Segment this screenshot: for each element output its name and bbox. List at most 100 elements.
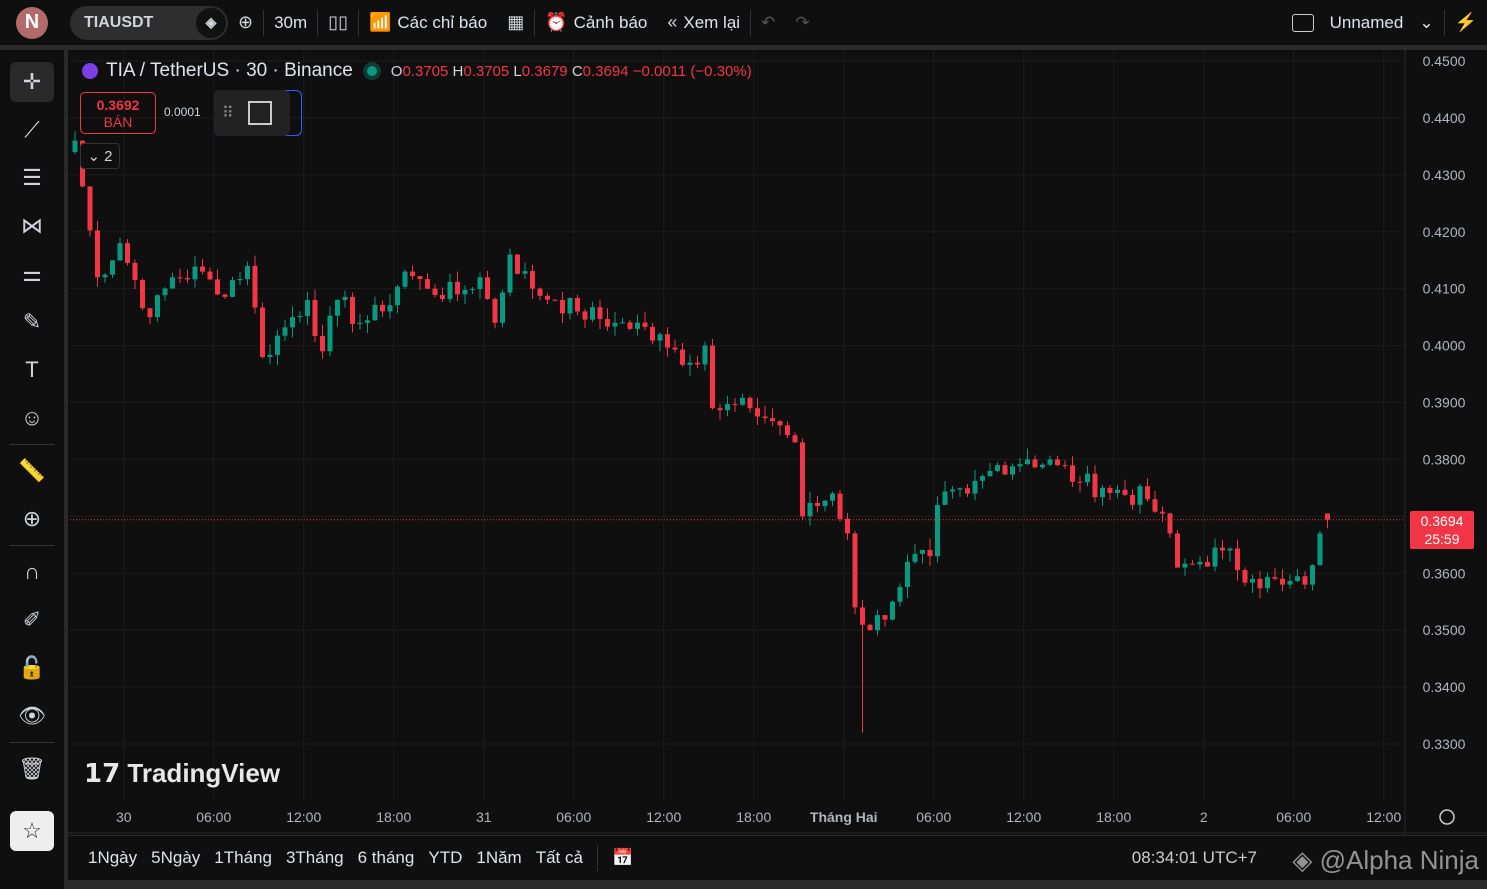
candle-body xyxy=(1257,578,1263,589)
time-tick: 18:00 xyxy=(1096,809,1131,825)
chevron-down-icon: ⌄ xyxy=(87,148,101,165)
price-tick: 0.4200 xyxy=(1423,224,1466,240)
star-icon[interactable]: ☆ xyxy=(10,811,54,851)
candle-body xyxy=(552,299,558,301)
candle-body xyxy=(1220,547,1225,551)
candle-body xyxy=(327,315,333,352)
sell-button[interactable]: 0.3692 BÁN xyxy=(80,92,156,134)
undo-button[interactable]: ↶ xyxy=(751,13,785,33)
candle-body xyxy=(1302,576,1308,585)
candle-body xyxy=(372,304,378,321)
time-tick: 12:00 xyxy=(1006,809,1041,825)
candle-body xyxy=(132,262,138,280)
floating-drawing-toolbar[interactable]: ⠿ xyxy=(214,90,290,136)
candle-body xyxy=(417,276,423,280)
candle-body xyxy=(237,279,243,281)
symbol-search[interactable]: TIAUSDT ◈ xyxy=(70,5,228,40)
trend-line-tool[interactable]: ⟋ xyxy=(24,117,40,142)
candle-body xyxy=(170,277,175,289)
candle-body xyxy=(567,297,573,314)
clock[interactable]: 08:34:01 UTC+7 xyxy=(1131,848,1257,867)
candle-body xyxy=(1235,548,1240,571)
templates-button[interactable]: ▦ xyxy=(497,12,534,33)
candle-body xyxy=(1047,459,1053,465)
current-price: 0.3694 xyxy=(1420,513,1464,529)
candle-body xyxy=(830,493,835,501)
candle-body xyxy=(500,292,505,323)
add-symbol-button[interactable]: ⊕ xyxy=(228,12,263,33)
alerts-button[interactable]: ⏰ Cảnh báo xyxy=(535,12,657,33)
crosshair-tool[interactable]: ✛ xyxy=(10,62,54,102)
quick-search-button[interactable]: ⚡ xyxy=(1445,12,1487,33)
magnet-tool[interactable]: ∩ xyxy=(24,559,40,584)
prediction-tool[interactable]: ⚌ xyxy=(22,261,42,286)
diamond-icon[interactable]: ◈ xyxy=(196,7,226,38)
divider xyxy=(357,9,359,36)
collapse-indicators-button[interactable]: ⌄ 2 xyxy=(80,143,120,169)
candle-body xyxy=(1145,486,1150,500)
candle-body xyxy=(425,279,430,289)
candle-body xyxy=(560,300,565,314)
emoji-tool[interactable]: ☺ xyxy=(20,405,44,430)
ruler-tool[interactable]: 📏 xyxy=(18,458,46,483)
low-value: 0.3679 xyxy=(521,62,568,80)
drag-handle-icon[interactable]: ⠿ xyxy=(222,105,234,122)
zoom-in-tool[interactable]: ⊕ xyxy=(22,506,42,531)
candle-body xyxy=(590,307,595,320)
candle-body xyxy=(575,297,580,312)
range-ytd[interactable]: YTD xyxy=(428,848,463,867)
range-5d[interactable]: 5Ngày xyxy=(151,848,201,867)
redo-button[interactable]: ↷ xyxy=(785,13,819,33)
eye-icon[interactable]: 👁 xyxy=(18,703,46,728)
time-tick: 31 xyxy=(476,809,492,825)
goto-date-icon[interactable]: 📅 xyxy=(611,848,634,867)
candle-body xyxy=(1227,548,1233,551)
candle-body xyxy=(1182,563,1188,568)
range-3m[interactable]: 3Tháng xyxy=(285,848,344,867)
layout-button[interactable]: Unnamed ⌄ xyxy=(1282,13,1444,33)
range-1d[interactable]: 1Ngày xyxy=(88,848,138,867)
candle-body xyxy=(507,254,513,293)
tradingview-logo[interactable]: 𝟭𝟳 TradingView xyxy=(84,758,280,789)
fib-tool[interactable]: ☰ xyxy=(22,165,42,190)
candle-body xyxy=(995,465,1000,471)
chart-pane[interactable] xyxy=(68,50,1487,835)
candle-body xyxy=(462,289,468,295)
range-1y[interactable]: 1Năm xyxy=(476,848,522,867)
price-tick: 0.4000 xyxy=(1423,338,1466,354)
price-tick: 0.3500 xyxy=(1423,622,1466,638)
pattern-tool[interactable]: ⋈ xyxy=(21,213,43,238)
candle-body xyxy=(192,266,198,280)
lock-draw-tool[interactable]: ✐ xyxy=(22,607,42,632)
range-all[interactable]: Tất cả xyxy=(535,848,583,867)
candle-body xyxy=(672,347,678,350)
interval-button[interactable]: 30m xyxy=(264,13,317,33)
range-6m[interactable]: 6 tháng xyxy=(357,848,415,867)
candle-body xyxy=(177,277,183,279)
chart-type-button[interactable]: ▯▯ xyxy=(318,12,358,33)
candle-body xyxy=(1055,459,1060,466)
candle-body xyxy=(740,397,745,405)
indicators-button[interactable]: 📶 Các chỉ báo xyxy=(359,12,497,33)
trash-icon[interactable]: 🗑 xyxy=(18,756,46,781)
candle-body xyxy=(1070,465,1075,482)
text-tool[interactable]: T xyxy=(25,357,39,382)
candle-body xyxy=(207,271,213,280)
candle-body xyxy=(230,280,235,297)
rewind-icon: « xyxy=(667,12,678,32)
divider xyxy=(263,9,265,36)
rectangle-tool-icon[interactable] xyxy=(247,101,272,125)
price-tick: 0.3800 xyxy=(1423,451,1466,467)
replay-button[interactable]: «Xem lại xyxy=(657,12,750,33)
indicators-icon: 📶 xyxy=(368,12,392,32)
range-1m[interactable]: 1Tháng xyxy=(214,848,272,867)
candle-body xyxy=(515,254,520,274)
candle-body xyxy=(162,288,168,296)
candle-body xyxy=(972,480,978,494)
user-avatar[interactable]: N xyxy=(16,6,48,39)
candle-body xyxy=(1280,578,1285,585)
symbol-title[interactable]: TIA / TetherUS · 30 · Binance xyxy=(106,60,353,81)
brush-tool[interactable]: ✎ xyxy=(22,309,42,334)
lock-icon[interactable]: 🔓 xyxy=(18,655,46,680)
